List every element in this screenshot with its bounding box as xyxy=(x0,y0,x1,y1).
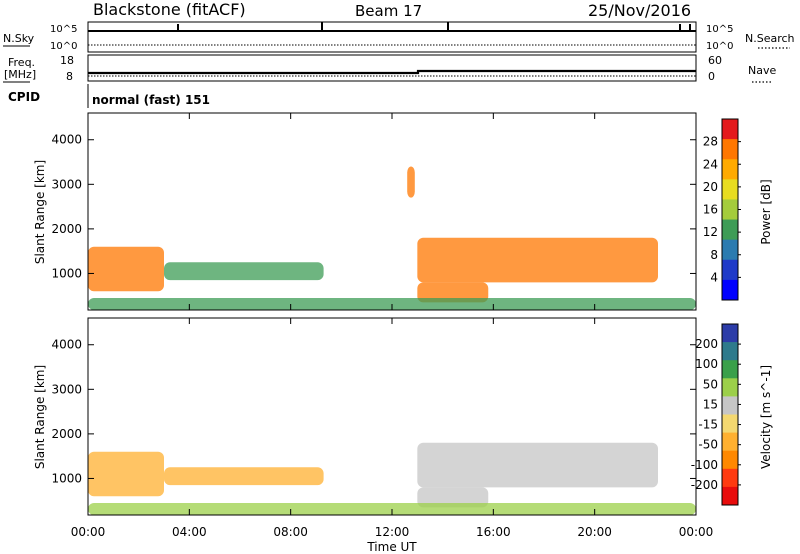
power-ytick-label: 3000 xyxy=(51,177,82,191)
time-tick-label: 04:00 xyxy=(172,525,207,539)
velocity-colorbar-tick-label: -50 xyxy=(698,438,718,452)
power-colorbar-tick-label: 24 xyxy=(703,157,718,171)
power-echo-region xyxy=(407,166,415,198)
power-colorbar-label: Power [dB] xyxy=(759,179,773,244)
velocity-colorbar-tick-label: -15 xyxy=(698,418,718,432)
velocity-colorbar-tick-label: 50 xyxy=(703,377,718,391)
power-colorbar-swatch xyxy=(722,279,738,301)
velocity-colorbar-swatch xyxy=(722,414,738,434)
freq-tick-bottom: 8 xyxy=(66,70,73,83)
time-tick-label: 08:00 xyxy=(273,525,308,539)
velocity-ytick-label: 2000 xyxy=(51,427,82,441)
velocity-panel: 1000 2000 3000 4000 Slant Range [km] xyxy=(33,317,697,516)
velocity-echo-region xyxy=(88,451,164,497)
velocity-echo-region xyxy=(417,442,658,488)
power-colorbar-swatch xyxy=(722,199,738,221)
velocity-echo-regions xyxy=(88,442,696,515)
power-colorbar-swatch xyxy=(722,159,738,180)
freq-trace xyxy=(88,69,696,75)
velocity-ytick-label: 4000 xyxy=(51,338,82,352)
nsky-label: N.Sky xyxy=(3,32,35,45)
velocity-colorbar-swatch xyxy=(722,360,738,379)
nsky-tick-bottom: 10^0 xyxy=(50,41,77,52)
power-colorbar-tick-label: 4 xyxy=(710,270,718,284)
power-colorbar-swatch xyxy=(722,239,738,261)
time-tick-label: 00:00 xyxy=(71,525,106,539)
velocity-echo-region xyxy=(88,502,696,515)
freq-tick-top: 18 xyxy=(60,54,74,67)
power-echo-region xyxy=(88,246,164,292)
velocity-colorbar-swatch xyxy=(722,450,738,470)
velocity-colorbar-swatch xyxy=(722,324,738,343)
power-colorbar-swatch xyxy=(722,119,738,140)
velocity-colorbar-tick-label: 15 xyxy=(703,397,718,411)
velocity-colorbar-swatch xyxy=(722,468,738,488)
power-echo-region xyxy=(164,262,324,281)
power-colorbar-tick-label: 16 xyxy=(703,203,718,217)
power-ytick-label: 2000 xyxy=(51,222,82,236)
power-colorbar-swatch xyxy=(722,259,738,281)
velocity-colorbar-tick-label: 200 xyxy=(695,337,718,351)
power-echo-region xyxy=(417,282,489,303)
velocity-colorbar-tick-label: -100 xyxy=(691,458,718,472)
power-colorbar-swatch xyxy=(722,219,738,241)
freq-unit: [MHz] xyxy=(4,68,36,81)
power-colorbar-tick-label: 28 xyxy=(703,135,718,149)
nave-tick-top: 60 xyxy=(708,54,722,67)
power-colorbar: 28 24 20 16 12 8 4 xyxy=(703,118,741,301)
power-colorbar-swatch xyxy=(722,179,738,200)
time-axis: 00:00 04:00 08:00 12:00 16:00 20:00 00:00 xyxy=(71,113,714,539)
power-echo-region xyxy=(417,237,658,283)
power-y-axis: 1000 2000 3000 4000 xyxy=(51,133,696,280)
nsearch-tick-bottom: 10^0 xyxy=(706,41,733,52)
station-title: Blackstone (fitACF) xyxy=(93,0,246,19)
time-tick-label: 12:00 xyxy=(375,525,410,539)
velocity-colorbar-frame xyxy=(721,323,739,506)
power-panel: 1000 2000 3000 4000 Slant Range [km] xyxy=(33,112,697,311)
nsky-spikes xyxy=(177,22,691,31)
velocity-y-axis-label: Slant Range [km] xyxy=(33,365,47,469)
velocity-ytick-label: 3000 xyxy=(51,382,82,396)
freq-label: Freq. xyxy=(8,56,35,69)
power-colorbar-tick-label: 20 xyxy=(703,180,718,194)
nsearch-label: N.Search xyxy=(745,32,795,45)
velocity-colorbar-tick-label: -200 xyxy=(691,478,718,492)
beam-title: Beam 17 xyxy=(355,2,422,20)
velocity-colorbar-swatch xyxy=(722,396,738,415)
cpid-value: normal (fast) 151 xyxy=(92,93,210,107)
nave-tick-bottom: 0 xyxy=(708,70,715,83)
velocity-colorbar-swatch xyxy=(722,342,738,361)
velocity-echo-region xyxy=(164,467,324,486)
time-tick-label: 00:00 xyxy=(679,525,714,539)
nsearch-tick-top: 10^5 xyxy=(706,24,733,35)
velocity-colorbar-swatch xyxy=(722,486,738,506)
time-tick-label: 20:00 xyxy=(577,525,612,539)
power-echo-regions xyxy=(88,166,696,310)
power-ytick-label: 4000 xyxy=(51,133,82,147)
power-colorbar-swatch xyxy=(722,139,738,160)
nave-label: Nave xyxy=(748,64,776,77)
nsky-panel-frame xyxy=(87,21,697,53)
velocity-colorbar-swatch xyxy=(722,378,738,397)
time-tick-label: 16:00 xyxy=(476,525,511,539)
time-axis-label: Time UT xyxy=(366,540,417,554)
cpid-label: CPID xyxy=(8,90,40,104)
velocity-echo-region xyxy=(417,487,489,508)
velocity-ytick-label: 1000 xyxy=(51,471,82,485)
velocity-y-axis: 1000 2000 3000 4000 xyxy=(51,338,696,485)
power-colorbar-tick-label: 12 xyxy=(703,225,718,239)
velocity-colorbar: 200 100 50 15 -15 -50 -100 -200 xyxy=(691,323,741,506)
velocity-colorbar-label: Velocity [m s^-1] xyxy=(759,365,773,469)
power-y-axis-label: Slant Range [km] xyxy=(33,160,47,264)
freq-panel-frame xyxy=(87,54,697,82)
power-ytick-label: 1000 xyxy=(51,266,82,280)
power-colorbar-tick-label: 8 xyxy=(710,248,718,262)
date-title: 25/Nov/2016 xyxy=(588,1,691,20)
nsky-tick-top: 10^5 xyxy=(50,24,77,35)
velocity-colorbar-tick-label: 100 xyxy=(695,357,718,371)
velocity-colorbar-swatch xyxy=(722,432,738,452)
power-echo-region xyxy=(88,297,696,310)
